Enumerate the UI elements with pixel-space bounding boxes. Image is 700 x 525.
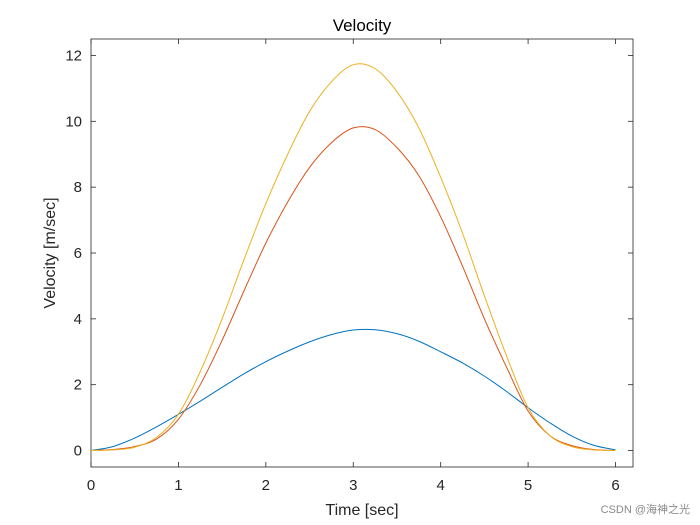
x-tick-label: 2	[262, 477, 270, 494]
plot-area	[90, 38, 634, 468]
x-tick-label: 5	[524, 477, 532, 494]
series-lines	[90, 63, 616, 452]
y-tick-label: 12	[65, 47, 82, 64]
x-axis-label: Time [sec]	[325, 502, 398, 519]
series-line-3	[90, 63, 616, 452]
y-axis-label: Velocity [m/sec]	[42, 197, 59, 308]
y-axis-ticks: 0 2 4 6 8 10 12	[65, 47, 633, 460]
x-axis-ticks: 0 1 2 3 4 5 6	[87, 39, 620, 494]
x-tick-label: 3	[349, 477, 357, 494]
y-tick-label: 10	[65, 113, 82, 130]
y-tick-label: 4	[74, 311, 82, 328]
y-tick-label: 8	[74, 179, 82, 196]
x-tick-label: 0	[87, 477, 95, 494]
series-line-2	[90, 126, 616, 452]
x-tick-label: 6	[611, 477, 619, 494]
watermark: CSDN @海神之光	[600, 504, 690, 516]
y-tick-label: 2	[74, 377, 82, 394]
y-tick-label: 0	[74, 443, 82, 460]
x-tick-label: 1	[174, 477, 182, 494]
x-tick-label: 4	[437, 477, 445, 494]
chart-title: Velocity	[333, 16, 392, 35]
y-tick-label: 6	[74, 245, 82, 262]
